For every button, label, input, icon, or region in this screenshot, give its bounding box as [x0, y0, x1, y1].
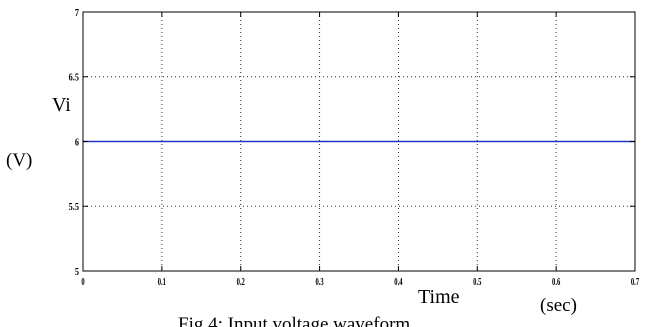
x-tick-label: 0.3 — [315, 275, 324, 287]
x-tick-labels: 0 0.1 0.2 0.3 0.4 0.5 0.6 0.7 — [81, 275, 639, 287]
y-tick-label: 6.5 — [69, 72, 79, 84]
y-axis-unit: (V) — [6, 150, 32, 171]
x-tick-label: 0.5 — [473, 275, 482, 287]
y-axis-label: Vi — [52, 94, 71, 116]
x-tick-label: 0.1 — [158, 275, 167, 287]
x-tick-label: 0 — [81, 275, 85, 287]
y-tick-label: 7 — [75, 7, 79, 19]
tick-marks — [82, 11, 636, 272]
x-tick-label: 0.6 — [552, 275, 561, 287]
y-tick-label: 5.5 — [69, 201, 79, 213]
x-tick-label: 0.7 — [631, 275, 640, 287]
figure-caption: Fig.4: Input voltage waveform — [178, 314, 410, 327]
x-axis-label: Time — [418, 286, 460, 308]
x-tick-label: 0.4 — [394, 275, 403, 287]
x-tick-label: 0.2 — [237, 275, 246, 287]
y-tick-labels: 5 5.5 6 6.5 7 — [69, 7, 79, 278]
x-axis-unit: (sec) — [540, 295, 577, 316]
y-tick-label: 6 — [75, 136, 79, 148]
y-tick-label: 5 — [75, 266, 79, 278]
